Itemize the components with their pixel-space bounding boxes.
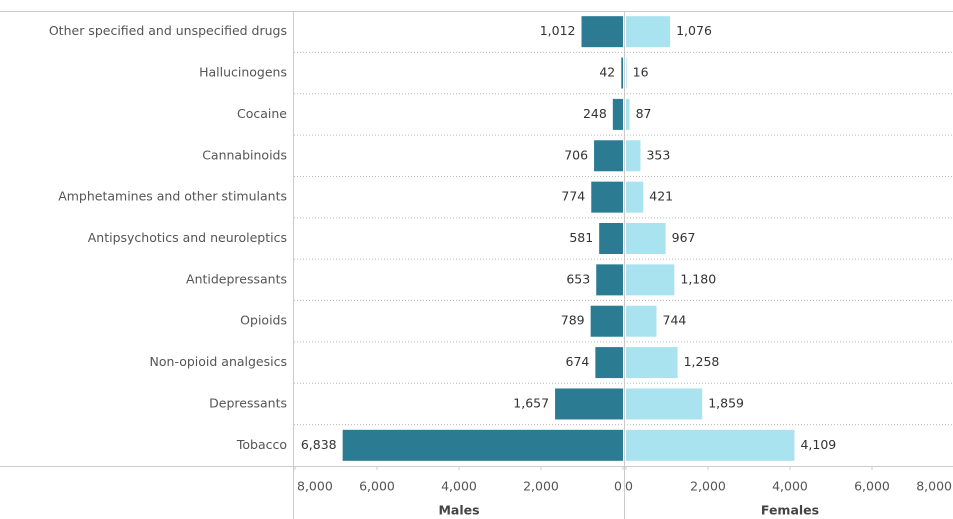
male-bar xyxy=(612,98,623,130)
category-label: Depressants xyxy=(209,395,287,410)
male-bar xyxy=(621,57,623,89)
category-label: Other specified and unspecified drugs xyxy=(49,23,287,38)
value-label: 42 xyxy=(599,65,615,80)
value-label: 744 xyxy=(663,313,687,328)
category-label: Opioids xyxy=(240,313,287,328)
male-bar xyxy=(591,181,623,213)
value-label: 353 xyxy=(646,147,670,162)
x-tick-label: 0 xyxy=(614,479,622,494)
female-bar xyxy=(626,429,795,461)
male-bar xyxy=(599,223,623,254)
category-label: Antipsychotics and neuroleptics xyxy=(88,230,287,245)
x-tick-label: 8,000 xyxy=(297,479,333,494)
x-tick-label: 2,000 xyxy=(690,479,726,494)
x-tick-label: 4,000 xyxy=(441,479,477,494)
value-label: 4,109 xyxy=(800,437,836,452)
male-bar xyxy=(342,429,623,461)
value-label: 967 xyxy=(672,230,696,245)
value-label: 653 xyxy=(566,271,590,286)
value-label: 706 xyxy=(564,147,588,162)
value-label: 1,258 xyxy=(684,354,720,369)
category-label: Antidepressants xyxy=(186,271,287,286)
value-label: 1,012 xyxy=(540,23,576,38)
value-label: 248 xyxy=(583,106,607,121)
value-label: 6,838 xyxy=(301,437,337,452)
category-label: Hallucinogens xyxy=(199,65,287,80)
female-bar xyxy=(626,223,666,254)
value-label: 674 xyxy=(566,354,590,369)
female-bar xyxy=(626,98,630,130)
male-bar xyxy=(596,264,623,296)
category-label: Cocaine xyxy=(237,106,287,121)
category-label: Tobacco xyxy=(236,437,287,452)
male-bar xyxy=(590,305,623,337)
male-bar xyxy=(595,347,623,379)
female-bar xyxy=(626,57,627,89)
value-label: 1,657 xyxy=(513,395,549,410)
value-label: 1,076 xyxy=(676,23,712,38)
male-bar xyxy=(555,388,623,420)
value-label: 1,180 xyxy=(680,271,716,286)
female-bar xyxy=(626,388,703,420)
x-tick-label: 2,000 xyxy=(523,479,559,494)
category-label: Non-opioid analgesics xyxy=(150,354,287,369)
category-label: Amphetamines and other stimulants xyxy=(58,189,287,204)
male-bar xyxy=(581,16,623,48)
value-label: 16 xyxy=(633,65,649,80)
axis-title: Females xyxy=(761,503,819,518)
value-label: 1,859 xyxy=(708,395,744,410)
female-bar xyxy=(626,181,644,213)
female-bar xyxy=(626,264,675,296)
value-label: 789 xyxy=(561,313,585,328)
female-bar xyxy=(626,140,641,172)
female-bar xyxy=(626,347,678,379)
value-label: 774 xyxy=(561,189,585,204)
female-bar xyxy=(626,16,671,48)
value-label: 87 xyxy=(636,106,652,121)
female-bar xyxy=(626,305,657,337)
x-tick-label: 0 xyxy=(625,479,633,494)
x-tick-label: 6,000 xyxy=(854,479,890,494)
value-label: 421 xyxy=(649,189,673,204)
x-tick-label: 8,000 xyxy=(916,479,952,494)
value-label: 581 xyxy=(569,230,593,245)
category-label: Cannabinoids xyxy=(202,147,287,162)
male-bar xyxy=(594,140,623,172)
x-tick-label: 4,000 xyxy=(772,479,808,494)
axis-title: Males xyxy=(438,503,479,518)
x-tick-label: 6,000 xyxy=(359,479,395,494)
